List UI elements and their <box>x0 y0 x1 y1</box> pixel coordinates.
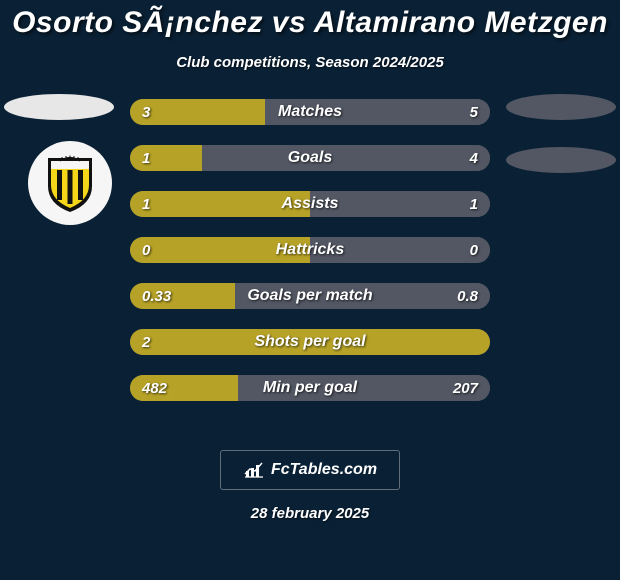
stat-row: 482207Min per goal <box>130 375 490 401</box>
stat-bar-left <box>130 191 310 217</box>
stat-value-left: 1 <box>142 191 150 217</box>
stat-row: 2Shots per goal <box>130 329 490 355</box>
stat-row: 35Matches <box>130 99 490 125</box>
page-subtitle: Club competitions, Season 2024/2025 <box>0 54 620 71</box>
stat-bar-right <box>310 237 490 263</box>
stat-row: 14Goals <box>130 145 490 171</box>
stat-row: 00Hattricks <box>130 237 490 263</box>
date-label: 28 february 2025 <box>0 505 620 522</box>
stat-value-left: 0 <box>142 237 150 263</box>
attribution-label: FcTables.com <box>271 461 377 479</box>
stat-value-right: 0.8 <box>457 283 478 309</box>
stat-value-left: 482 <box>142 375 167 401</box>
stat-bar-right <box>235 283 490 309</box>
stat-bar-left <box>130 237 310 263</box>
stat-value-right: 4 <box>470 145 478 171</box>
stat-value-right: 0 <box>470 237 478 263</box>
stat-value-left: 3 <box>142 99 150 125</box>
stat-row: 0.330.8Goals per match <box>130 283 490 309</box>
page-title: Osorto SÃ¡nchez vs Altamirano Metzgen <box>0 0 620 40</box>
stat-bar-left <box>130 329 490 355</box>
stat-rows: 35Matches14Goals11Assists00Hattricks0.33… <box>130 99 490 421</box>
stat-value-left: 1 <box>142 145 150 171</box>
stat-bar-left <box>130 145 202 171</box>
player1-marker <box>4 94 114 120</box>
stat-value-left: 0.33 <box>142 283 171 309</box>
stat-bar-right <box>202 145 490 171</box>
player2-marker-secondary <box>506 147 616 173</box>
stat-value-right: 207 <box>453 375 478 401</box>
attribution-badge: FcTables.com <box>220 450 400 490</box>
club-crest-icon <box>44 152 96 214</box>
club-badge <box>28 141 112 225</box>
stat-bar-right <box>265 99 490 125</box>
stat-bar-right <box>310 191 490 217</box>
stat-value-left: 2 <box>142 329 150 355</box>
stat-value-right: 1 <box>470 191 478 217</box>
stat-value-right: 5 <box>470 99 478 125</box>
stat-row: 11Assists <box>130 191 490 217</box>
player2-marker <box>506 94 616 120</box>
comparison-card: Osorto SÃ¡nchez vs Altamirano Metzgen Cl… <box>0 0 620 580</box>
chart-icon <box>243 461 265 479</box>
